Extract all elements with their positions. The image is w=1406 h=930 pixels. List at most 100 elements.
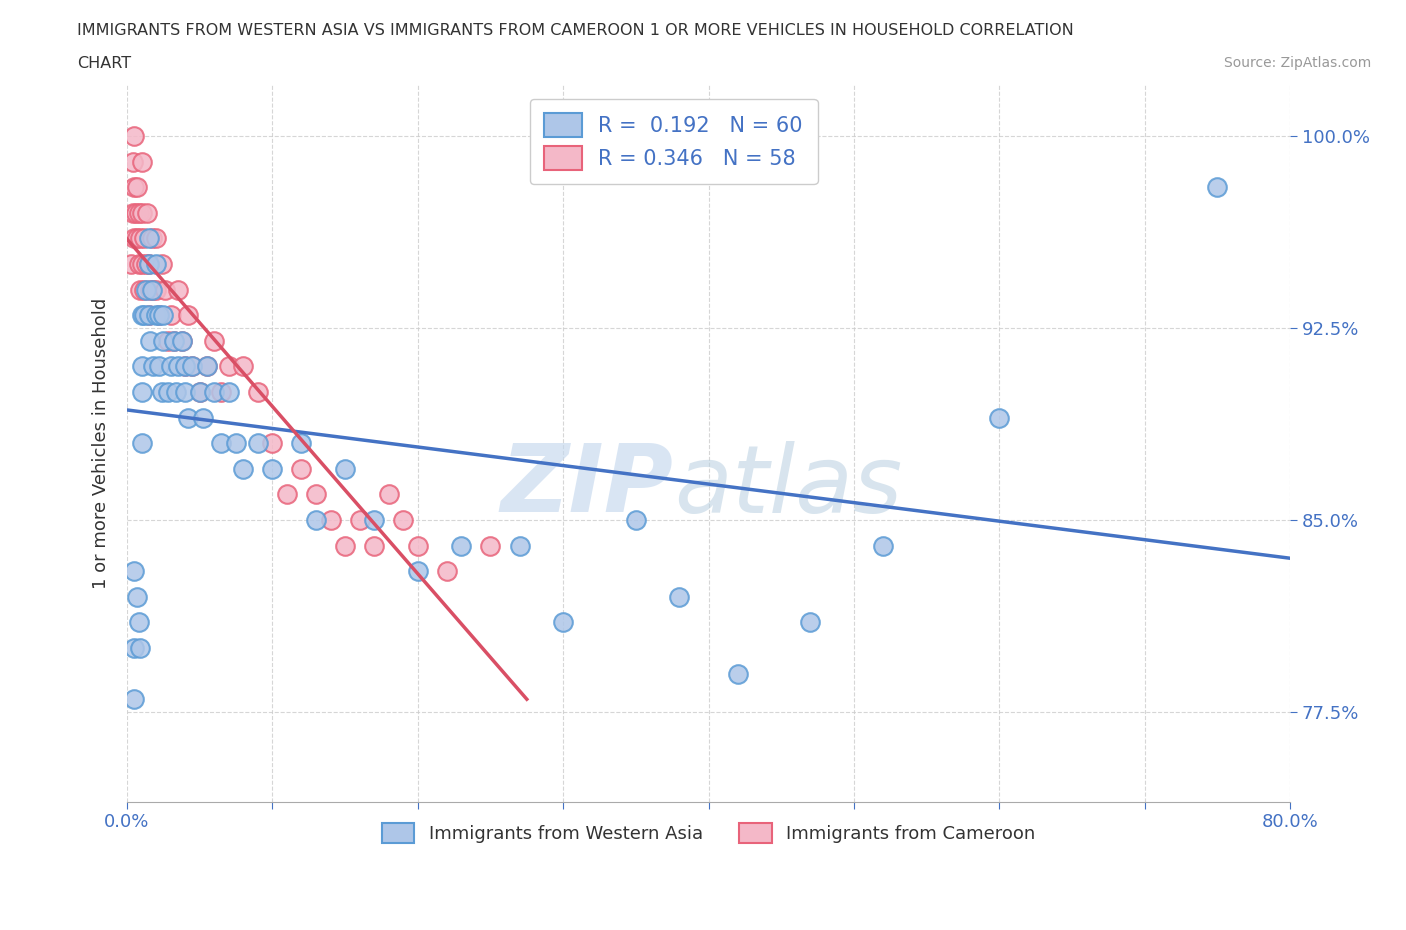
Point [134,282,156,297]
Point [156,384,179,399]
Point [150,384,173,399]
Point [152,333,174,348]
Point [232,359,254,374]
Point [135,282,157,297]
Point [122,692,145,707]
Point [129,231,152,246]
Point [509,538,531,553]
Point [188,384,211,399]
Point [174,384,197,399]
Point [131,206,153,220]
Point [138,257,160,272]
Point [668,590,690,604]
Legend: Immigrants from Western Asia, Immigrants from Cameroon: Immigrants from Western Asia, Immigrants… [374,816,1042,850]
Point [305,512,328,527]
Point [131,384,153,399]
Point [218,359,240,374]
Point [727,666,749,681]
Point [145,231,167,246]
Point [262,436,284,451]
Point [121,154,143,169]
Point [127,179,149,194]
Point [138,308,160,323]
Point [127,231,149,246]
Point [988,410,1011,425]
Point [181,359,204,374]
Point [120,257,142,272]
Point [172,333,194,348]
Point [142,359,165,374]
Y-axis label: 1 or more Vehicles in Household: 1 or more Vehicles in Household [93,298,110,589]
Point [202,384,225,399]
Point [211,436,233,451]
Point [305,487,328,502]
Point [131,436,153,451]
Point [290,436,312,451]
Point [145,257,167,272]
Point [290,461,312,476]
Point [181,359,204,374]
Point [436,564,458,578]
Text: atlas: atlas [673,441,901,532]
Point [122,179,145,194]
Point [276,487,298,502]
Point [392,512,415,527]
Point [262,461,284,476]
Point [246,436,269,451]
Point [349,512,371,527]
Point [162,333,184,348]
Point [872,538,894,553]
Point [131,308,153,323]
Point [148,359,170,374]
Point [128,257,150,272]
Point [152,308,174,323]
Point [211,384,233,399]
Point [134,308,156,323]
Point [138,308,160,323]
Point [195,359,218,374]
Point [131,257,153,272]
Point [136,206,159,220]
Point [377,487,399,502]
Point [150,257,173,272]
Point [135,257,157,272]
Point [162,333,184,348]
Point [174,359,197,374]
Point [553,615,575,630]
Point [128,615,150,630]
Point [141,231,163,246]
Point [225,436,247,451]
Point [218,384,240,399]
Point [167,359,190,374]
Point [145,282,167,297]
Text: ZIP: ZIP [501,440,673,532]
Point [142,282,165,297]
Point [122,231,145,246]
Point [624,512,647,527]
Point [172,333,194,348]
Point [134,231,156,246]
Point [153,282,176,297]
Point [122,128,145,143]
Point [246,384,269,399]
Point [1206,179,1229,194]
Text: IMMIGRANTS FROM WESTERN ASIA VS IMMIGRANTS FROM CAMEROON 1 OR MORE VEHICLES IN H: IMMIGRANTS FROM WESTERN ASIA VS IMMIGRAN… [77,23,1074,38]
Point [191,410,214,425]
Point [131,359,153,374]
Point [177,308,200,323]
Point [156,333,179,348]
Point [138,231,160,246]
Point [148,308,170,323]
Point [129,641,152,656]
Point [188,384,211,399]
Point [363,538,385,553]
Point [174,359,197,374]
Point [232,461,254,476]
Point [319,512,342,527]
Point [195,359,218,374]
Point [450,538,472,553]
Point [125,206,148,220]
Point [121,206,143,220]
Point [128,206,150,220]
Text: CHART: CHART [77,56,131,71]
